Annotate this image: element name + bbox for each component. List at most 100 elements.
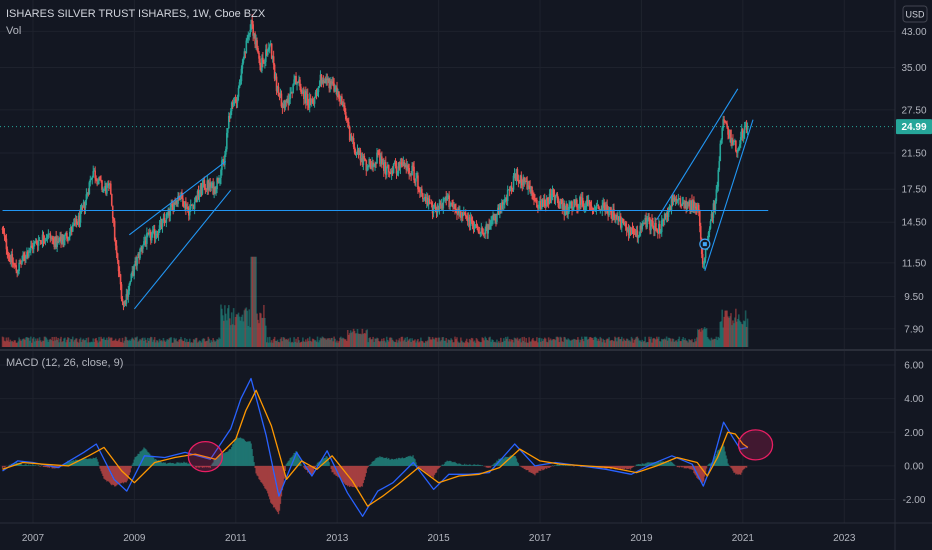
candle-body[interactable] (193, 201, 196, 209)
candle-body[interactable] (8, 255, 11, 257)
candle-body[interactable] (451, 203, 453, 205)
candle-body[interactable] (135, 260, 137, 266)
candle-body[interactable] (502, 203, 505, 205)
macd-legend[interactable]: MACD (12, 26, close, 9) (6, 357, 123, 369)
candle-body[interactable] (612, 209, 614, 219)
candle-body[interactable] (16, 270, 18, 274)
candle-body[interactable] (718, 161, 721, 170)
candle-body[interactable] (71, 224, 74, 232)
candle-body[interactable] (357, 150, 360, 155)
candle-body[interactable] (713, 203, 716, 210)
candle-body[interactable] (678, 198, 681, 200)
candle-body[interactable] (112, 218, 115, 221)
candle-body[interactable] (460, 211, 462, 218)
candle-body[interactable] (562, 203, 565, 210)
candle-body[interactable] (13, 263, 16, 265)
candle-body[interactable] (743, 125, 746, 134)
candle-body[interactable] (582, 205, 585, 210)
candle-body[interactable] (174, 202, 176, 205)
candle-body[interactable] (224, 154, 226, 165)
candle-body[interactable] (213, 187, 215, 195)
candle-body[interactable] (462, 212, 465, 216)
candle-body[interactable] (465, 216, 468, 218)
candle-body[interactable] (265, 49, 267, 62)
candle-body[interactable] (740, 128, 743, 138)
candle-body[interactable] (668, 208, 671, 212)
candle-body[interactable] (305, 91, 307, 103)
candle-body[interactable] (279, 93, 282, 97)
candle-body[interactable] (737, 147, 740, 150)
candle-body[interactable] (411, 165, 413, 176)
candle-body[interactable] (289, 92, 292, 100)
candle-body[interactable] (210, 186, 213, 188)
candle-body[interactable] (721, 127, 724, 140)
candle-body[interactable] (58, 241, 60, 243)
candle-body[interactable] (134, 260, 136, 265)
candle-body[interactable] (586, 200, 589, 205)
macd-series-signal-line[interactable] (2, 389, 749, 507)
candle-body[interactable] (276, 86, 279, 92)
candle-body[interactable] (37, 240, 40, 246)
candle-body[interactable] (142, 245, 144, 249)
candle-body[interactable] (581, 197, 584, 206)
candle-body[interactable] (540, 201, 542, 210)
candle-body[interactable] (214, 187, 216, 194)
candle-body[interactable] (627, 229, 630, 236)
candle-body[interactable] (407, 165, 410, 168)
candle-body[interactable] (145, 240, 147, 244)
candle-body[interactable] (682, 202, 684, 204)
candle-body[interactable] (256, 40, 258, 49)
candle-body[interactable] (416, 175, 418, 179)
candle-body[interactable] (76, 223, 79, 225)
candle-body[interactable] (658, 224, 660, 234)
candle-body[interactable] (561, 199, 564, 210)
candle-body[interactable] (433, 204, 436, 206)
candle-body[interactable] (270, 43, 273, 59)
candle-body[interactable] (33, 241, 36, 243)
candle-body[interactable] (537, 207, 539, 209)
candle-body[interactable] (470, 217, 473, 221)
candle-body[interactable] (484, 228, 487, 235)
candle-body[interactable] (615, 214, 617, 218)
candle-body[interactable] (184, 201, 186, 208)
candle-body[interactable] (494, 216, 496, 219)
candle-body[interactable] (262, 57, 264, 63)
candle-body[interactable] (436, 206, 439, 214)
candle-body[interactable] (82, 202, 85, 208)
candle-body[interactable] (48, 233, 51, 235)
candle-body[interactable] (291, 91, 293, 94)
candle-body[interactable] (192, 204, 195, 209)
candle-body[interactable] (449, 205, 451, 208)
candle-body[interactable] (200, 185, 203, 194)
candle-body[interactable] (179, 197, 181, 199)
candle-body[interactable] (90, 179, 93, 181)
candle-body[interactable] (156, 233, 159, 236)
candle-body[interactable] (571, 201, 573, 210)
candle-body[interactable] (546, 197, 549, 201)
candle-body[interactable] (622, 219, 625, 225)
candle-body[interactable] (438, 203, 441, 210)
candle-body[interactable] (353, 146, 356, 153)
candle-body[interactable] (454, 204, 456, 210)
candle-body[interactable] (726, 123, 728, 128)
candle-body[interactable] (675, 198, 678, 201)
candle-body[interactable] (46, 237, 49, 239)
candle-body[interactable] (680, 204, 683, 207)
candle-body[interactable] (244, 51, 247, 53)
candle-body[interactable] (697, 204, 700, 211)
candle-body[interactable] (323, 81, 326, 84)
candle-body[interactable] (53, 238, 56, 247)
candle-body[interactable] (74, 218, 77, 224)
candle-body[interactable] (344, 105, 346, 113)
candle-body[interactable] (282, 104, 285, 108)
candle-body[interactable] (257, 48, 259, 53)
candle-body[interactable] (564, 210, 567, 216)
candle-body[interactable] (658, 224, 661, 233)
candle-body[interactable] (148, 233, 150, 235)
candle-body[interactable] (208, 182, 211, 190)
candle-body[interactable] (443, 198, 446, 200)
candle-body[interactable] (148, 231, 151, 234)
candle-body[interactable] (591, 208, 594, 211)
candle-body[interactable] (211, 182, 213, 187)
candle-body[interactable] (580, 197, 583, 205)
